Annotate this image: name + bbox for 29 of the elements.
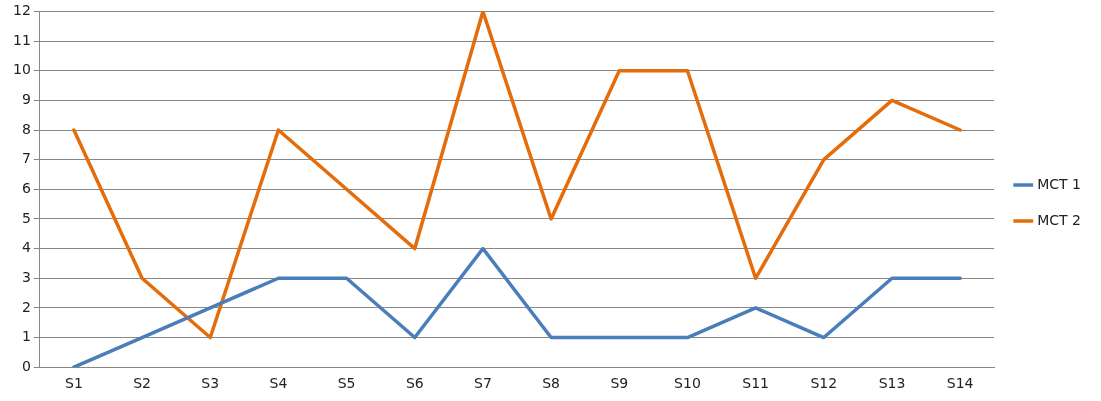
y-tick-label: 5 <box>21 209 31 226</box>
legend-label: MCT 2 <box>1037 211 1081 228</box>
y-tick-label: 11 <box>12 31 31 48</box>
x-tick-label: S13 <box>878 375 906 392</box>
y-tick-label: 2 <box>21 298 31 315</box>
x-tick-label: S5 <box>337 375 356 392</box>
y-tick-label: 3 <box>21 268 31 285</box>
x-tick-label: S3 <box>201 375 220 392</box>
x-tick-label: S11 <box>742 375 769 392</box>
x-tick-label: S6 <box>405 375 424 392</box>
legend-label: MCT 1 <box>1037 175 1081 192</box>
x-tick-label: S4 <box>269 375 288 392</box>
y-tick-label: 0 <box>21 357 31 374</box>
x-tick-label: S8 <box>542 375 561 392</box>
y-tick-label: 9 <box>21 90 31 107</box>
x-tick-label: S12 <box>810 375 838 392</box>
x-tick-label: S10 <box>674 375 701 392</box>
y-tick-label: 8 <box>21 120 31 137</box>
y-tick-label: 12 <box>12 2 31 19</box>
x-tick-label: S1 <box>65 375 83 392</box>
y-tick-label: 7 <box>21 150 31 167</box>
x-tick-label: S7 <box>474 375 492 392</box>
y-tick-label: 1 <box>21 328 31 345</box>
y-tick-label: 10 <box>12 61 31 78</box>
y-tick-label: 6 <box>21 179 31 196</box>
x-tick-label: S9 <box>610 375 629 392</box>
y-tick-label: 4 <box>21 239 31 256</box>
x-tick-label: S2 <box>133 375 151 392</box>
x-tick-label: S14 <box>946 375 974 392</box>
